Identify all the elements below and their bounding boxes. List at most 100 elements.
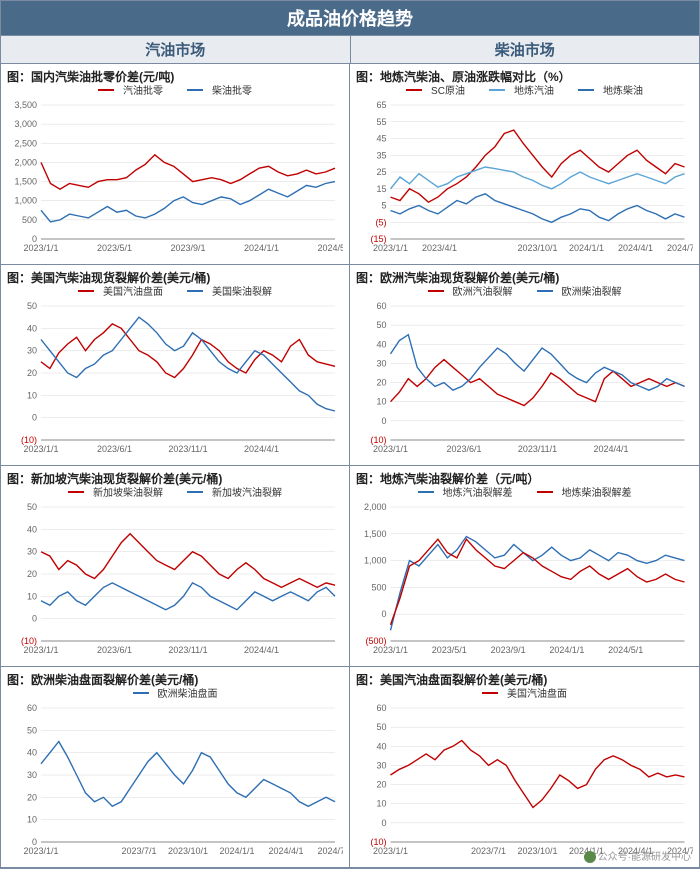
legend-item: 美国汽油盘面 — [72, 283, 169, 298]
legend-label: 美国汽油盘面 — [507, 685, 567, 700]
svg-text:30: 30 — [27, 346, 37, 356]
svg-text:40: 40 — [27, 748, 37, 758]
svg-text:20: 20 — [27, 368, 37, 378]
chart-cell: 图：地炼汽柴油裂解价差（元/吨）地炼汽油裂解差地炼柴油裂解差(500)05001… — [350, 466, 699, 667]
svg-text:1,000: 1,000 — [364, 556, 387, 566]
svg-text:40: 40 — [376, 741, 386, 751]
svg-text:2023/5/1: 2023/5/1 — [432, 645, 467, 655]
legend-item: 地炼汽油 — [483, 82, 560, 97]
legend-item: 汽油批零 — [92, 82, 169, 97]
svg-text:1,000: 1,000 — [14, 196, 37, 206]
svg-text:2024/4/1: 2024/4/1 — [268, 846, 303, 856]
chart-grid: 图：国内汽柴油批零价差(元/吨)汽油批零柴油批零05001,0001,5002,… — [1, 64, 699, 868]
legend: 欧洲柴油盘面 — [1, 685, 349, 700]
svg-text:20: 20 — [27, 569, 37, 579]
svg-text:50: 50 — [27, 725, 37, 735]
legend-label: 汽油批零 — [123, 82, 163, 97]
chart-cell: 图：地炼汽柴油、原油涨跌幅对比（%）SC原油地炼汽油地炼柴油(15)(5)515… — [350, 64, 699, 265]
legend: 汽油批零 柴油批零 — [1, 82, 349, 97]
svg-text:2024/4/1: 2024/4/1 — [244, 444, 279, 454]
svg-text:30: 30 — [376, 358, 386, 368]
legend-label: 地炼柴油裂解差 — [562, 484, 632, 499]
legend-item: 新加坡柴油裂解 — [62, 484, 169, 499]
svg-text:2023/1/1: 2023/1/1 — [23, 444, 58, 454]
svg-text:0: 0 — [381, 609, 386, 619]
svg-text:2023/9/1: 2023/9/1 — [170, 243, 205, 253]
legend-item: 欧洲柴油盘面 — [127, 685, 224, 700]
line-chart: (10)01020304050602023/1/12023/6/12023/11… — [356, 288, 693, 460]
series-line — [391, 537, 685, 631]
legend-item: 柴油批零 — [181, 82, 258, 97]
svg-text:2024/1/1: 2024/1/1 — [549, 645, 584, 655]
svg-text:2023/1/1: 2023/1/1 — [373, 846, 408, 856]
svg-text:30: 30 — [27, 770, 37, 780]
series-line — [41, 742, 335, 807]
svg-text:10: 10 — [27, 591, 37, 601]
svg-text:40: 40 — [376, 339, 386, 349]
line-chart: (500)05001,0001,5002,0002023/1/12023/5/1… — [356, 489, 693, 661]
legend-label: 地炼柴油 — [603, 82, 643, 97]
line-chart: (10)010203040502023/1/12023/6/12023/11/1… — [7, 489, 343, 661]
legend-swatch — [537, 491, 553, 493]
chart-cell: 图：国内汽柴油批零价差(元/吨)汽油批零柴油批零05001,0001,5002,… — [1, 64, 350, 265]
chart-cell: 图：欧洲柴油盘面裂解价差(美元/桶)欧洲柴油盘面0102030405060202… — [1, 667, 350, 868]
svg-text:2023/7/1: 2023/7/1 — [121, 846, 156, 856]
sub-header: 汽油市场 柴油市场 — [1, 36, 699, 64]
legend-swatch — [482, 692, 498, 694]
svg-text:10: 10 — [376, 397, 386, 407]
legend: 地炼汽油裂解差 地炼柴油裂解差 — [350, 484, 699, 499]
legend-item: 地炼柴油裂解差 — [531, 484, 638, 499]
section-right-title: 柴油市场 — [351, 36, 700, 64]
series-line — [391, 539, 685, 625]
svg-text:25: 25 — [376, 167, 386, 177]
svg-text:2023/1/1: 2023/1/1 — [23, 243, 58, 253]
legend-item: 地炼汽油裂解差 — [412, 484, 519, 499]
svg-text:(5): (5) — [376, 217, 387, 227]
svg-text:1,500: 1,500 — [364, 529, 387, 539]
legend-swatch — [418, 491, 434, 493]
svg-text:0: 0 — [32, 413, 37, 423]
legend-label: 地炼汽油裂解差 — [443, 484, 513, 499]
legend-item: 美国汽油盘面 — [476, 685, 573, 700]
svg-text:2024/7/1: 2024/7/1 — [317, 846, 343, 856]
svg-text:55: 55 — [376, 117, 386, 127]
line-chart: 05001,0001,5002,0002,5003,0003,5002023/1… — [7, 87, 343, 259]
svg-text:2023/6/1: 2023/6/1 — [97, 444, 132, 454]
svg-text:15: 15 — [376, 184, 386, 194]
svg-text:0: 0 — [381, 416, 386, 426]
legend-label: SC原油 — [431, 82, 465, 97]
line-chart: (15)(5)51525354555652023/1/12023/4/12023… — [356, 87, 693, 259]
dashboard: 成品油价格趋势 汽油市场 柴油市场 图：国内汽柴油批零价差(元/吨)汽油批零柴油… — [0, 0, 700, 869]
legend-label: 欧洲柴油盘面 — [158, 685, 218, 700]
svg-text:2,000: 2,000 — [364, 502, 387, 512]
svg-text:40: 40 — [27, 524, 37, 534]
svg-text:2024/7/1: 2024/7/1 — [667, 243, 693, 253]
series-line — [41, 317, 335, 411]
legend-swatch — [187, 89, 203, 91]
svg-text:2023/10/1: 2023/10/1 — [517, 846, 557, 856]
svg-text:2024/4/1: 2024/4/1 — [244, 645, 279, 655]
svg-text:35: 35 — [376, 150, 386, 160]
legend-swatch — [68, 491, 84, 493]
svg-text:10: 10 — [27, 390, 37, 400]
legend: 欧洲汽油裂解欧洲柴油裂解 — [350, 283, 699, 298]
series-line — [391, 194, 685, 223]
svg-text:2023/4/1: 2023/4/1 — [422, 243, 457, 253]
svg-text:10: 10 — [376, 799, 386, 809]
svg-text:2023/11/1: 2023/11/1 — [518, 444, 557, 454]
svg-text:50: 50 — [27, 301, 37, 311]
series-line — [41, 155, 335, 189]
svg-text:50: 50 — [27, 502, 37, 512]
legend: 美国汽油盘面美国柴油裂解 — [1, 283, 349, 298]
svg-text:2023/1/1: 2023/1/1 — [373, 444, 408, 454]
svg-text:2023/10/1: 2023/10/1 — [168, 846, 208, 856]
series-line — [391, 167, 685, 189]
svg-text:65: 65 — [376, 100, 386, 110]
line-chart: (10)01020304050602023/1/12023/7/12023/10… — [356, 690, 693, 862]
legend-swatch — [578, 89, 594, 91]
line-chart: (10)010203040502023/1/12023/6/12023/11/1… — [7, 288, 343, 460]
legend-swatch — [489, 89, 505, 91]
watermark: 公众号·能源研发中心 — [584, 848, 691, 863]
svg-text:2023/5/1: 2023/5/1 — [97, 243, 132, 253]
svg-text:2024/1/1: 2024/1/1 — [569, 243, 604, 253]
